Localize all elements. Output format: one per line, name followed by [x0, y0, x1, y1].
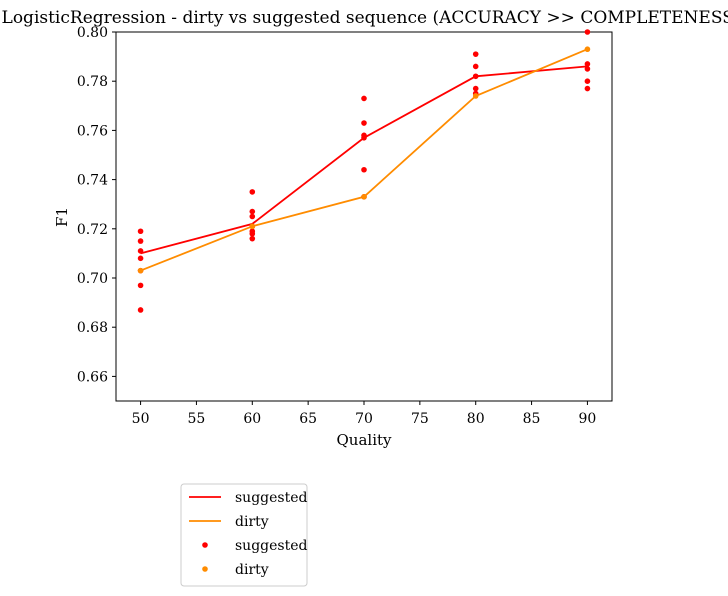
x-tick-label: 80 — [467, 411, 485, 427]
series-line-suggested — [140, 65, 588, 255]
legend-label-suggested: suggested — [235, 490, 308, 506]
data-point-suggested — [584, 29, 591, 35]
y-axis-label: F1 — [53, 207, 71, 227]
x-tick-label: 65 — [299, 411, 317, 427]
x-tick-label: 70 — [355, 411, 373, 427]
data-point-dirty — [584, 46, 591, 53]
data-point-suggested — [249, 189, 256, 195]
y-tick-label: 0.70 — [77, 271, 108, 287]
data-point-suggested — [361, 120, 367, 126]
data-point-suggested — [584, 66, 591, 72]
legend-marker-suggested — [202, 542, 208, 548]
legend-label-suggested: suggested — [235, 538, 308, 554]
y-tick-label: 0.80 — [77, 25, 108, 41]
legend-label-dirty: dirty — [235, 562, 269, 578]
data-point-suggested — [137, 238, 144, 244]
plot-area: 50 55 60 65 70 75 80 85 90 0.66 0.68 0.70 0.72 0.74 0.… — [77, 25, 613, 427]
data-point-dirty — [137, 267, 144, 274]
legend-label-dirty: dirty — [235, 514, 269, 530]
legend-box — [180, 483, 308, 587]
data-point-suggested — [361, 134, 367, 141]
x-tick-label: 75 — [411, 411, 429, 427]
data-point-dirty — [361, 194, 367, 200]
y-tick-label: 0.66 — [77, 369, 108, 385]
x-tick-label: 55 — [188, 411, 206, 427]
data-point-suggested — [137, 248, 144, 254]
data-point-dirty — [249, 223, 256, 230]
x-tick-label: 60 — [243, 411, 261, 427]
data-point-suggested — [472, 85, 479, 92]
x-tick-label: 90 — [579, 411, 597, 427]
data-point-suggested — [249, 235, 256, 242]
data-point-dirty — [472, 93, 479, 99]
legend-marker-dirty — [202, 566, 208, 572]
data-point-suggested — [472, 63, 479, 70]
x-tick-label: 85 — [523, 411, 541, 427]
y-tick-label: 0.78 — [77, 74, 108, 90]
y-tick-label: 0.72 — [77, 222, 108, 238]
data-point-suggested — [137, 282, 144, 289]
data-point-suggested — [472, 51, 479, 57]
series-line-dirty — [140, 48, 588, 272]
data-point-suggested — [249, 213, 256, 220]
data-point-suggested — [584, 61, 591, 67]
data-point-suggested — [249, 230, 256, 237]
x-tick-label: 50 — [132, 411, 150, 427]
y-tick-label: 0.74 — [77, 173, 108, 189]
data-point-suggested — [361, 95, 367, 102]
data-point-suggested — [249, 208, 256, 215]
data-point-suggested — [361, 166, 367, 173]
data-point-suggested — [137, 228, 144, 235]
plot-frame — [115, 31, 613, 402]
x-axis-label: Quality — [337, 431, 393, 449]
data-point-suggested — [137, 255, 144, 262]
y-tick-label: 0.68 — [77, 320, 108, 336]
data-point-suggested — [584, 78, 591, 84]
data-point-suggested — [137, 307, 144, 313]
chart-title: LogisticRegression - dirty vs suggested … — [2, 8, 728, 28]
data-point-suggested — [584, 85, 591, 92]
data-point-suggested — [472, 73, 479, 80]
legend: suggested dirty suggested dirty — [180, 483, 308, 587]
y-tick-label: 0.76 — [77, 123, 108, 139]
